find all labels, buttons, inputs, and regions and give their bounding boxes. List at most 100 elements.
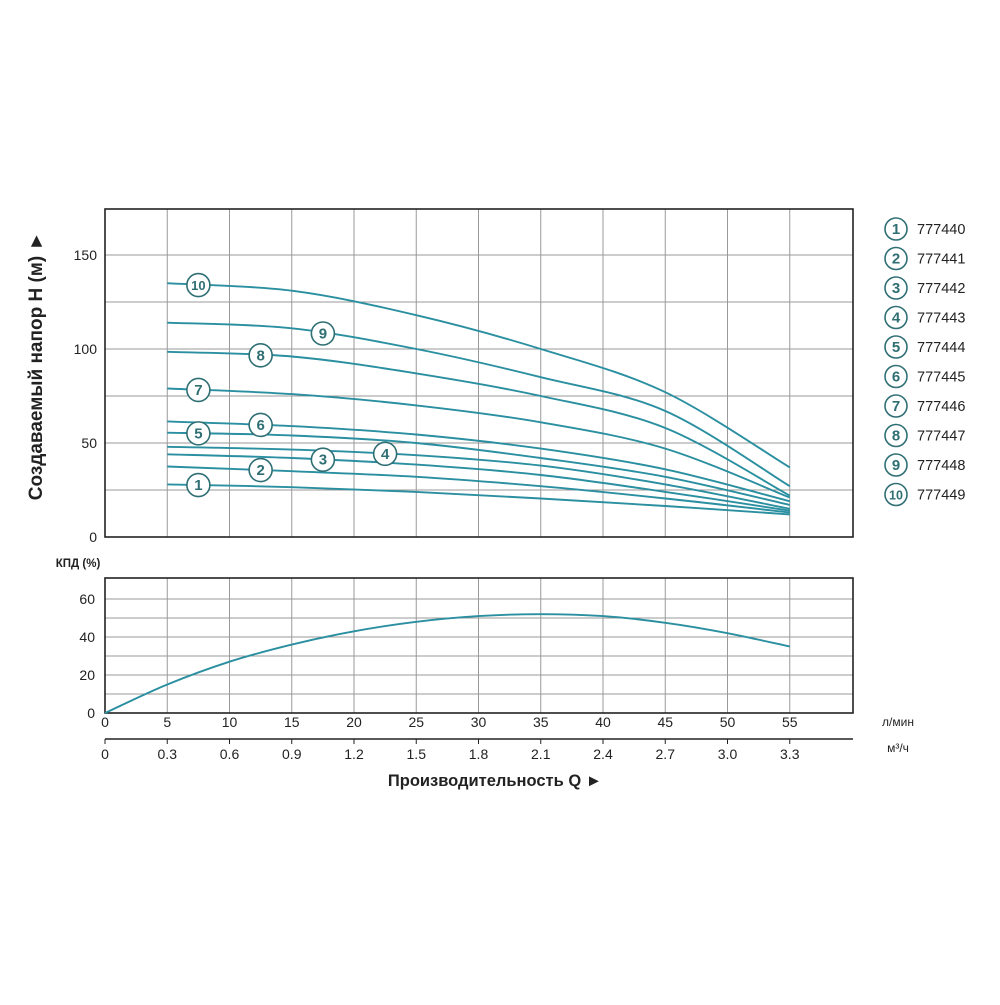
x-tick-label-m3h: 2.7 [656, 746, 676, 762]
legend-label: 777443 [917, 311, 965, 327]
x-tick-label-lpm: 25 [408, 714, 424, 730]
legend-label: 777447 [917, 429, 965, 445]
curve-marker-circle [310, 321, 336, 346]
x-tick-label-lpm: 30 [471, 714, 487, 730]
head-y-tick-label: 100 [74, 341, 98, 357]
legend-item-10: 10 777449 [884, 482, 965, 507]
x-axis-title: Производительность Q ► [388, 772, 602, 790]
head-y-tick-label: 50 [81, 435, 97, 451]
m3h-unit-label: м³/ч [887, 741, 909, 755]
legend-marker-number: 10 [889, 489, 903, 503]
legend-marker-circle [884, 246, 908, 271]
curve-marker-circle [186, 272, 211, 298]
curve-marker-6: 6 [248, 412, 273, 438]
legend-label: 777445 [917, 370, 965, 386]
efficiency-y-tick-label: 0 [87, 705, 95, 721]
efficiency-axis-title: КПД (%) [56, 558, 101, 570]
head-curve-1 [167, 483, 790, 516]
legend-marker-circle [884, 394, 908, 418]
legend-marker-number: 4 [892, 310, 901, 327]
x-tick-label-m3h: 0 [101, 746, 109, 762]
legend-marker-number: 8 [892, 428, 900, 445]
efficiency-grid [104, 577, 854, 714]
x-tick-label-m3h: 2.4 [593, 746, 613, 762]
curve-marker-2: 2 [248, 457, 273, 483]
curve-marker-number: 1 [194, 477, 202, 494]
legend: 1 777440 2 777441 3 777442 4 777443 5 777444 6 7774… [884, 217, 965, 507]
legend-marker-number: 2 [892, 251, 900, 268]
legend-marker-circle [884, 364, 908, 389]
curve-marker-9: 9 [310, 321, 336, 346]
x-tick-label-lpm: 40 [595, 714, 611, 730]
x-tick-label-lpm: 10 [222, 714, 238, 730]
legend-marker-circle [884, 482, 908, 507]
x-tick-label-m3h: 1.2 [344, 746, 364, 762]
curve-marker-1: 1 [186, 472, 211, 498]
head-curve-4 [167, 445, 790, 510]
legend-label: 777448 [917, 458, 965, 474]
curve-marker-number: 9 [319, 325, 327, 342]
x-tick-label-m3h: 0.9 [282, 746, 302, 762]
x-tick-label-m3h: 3.3 [780, 746, 800, 762]
head-curve-8 [167, 350, 791, 497]
curve-markers: 1 2 3 4 5 6 7 8 9 10 [186, 272, 398, 498]
head-curve-6 [167, 420, 791, 503]
efficiency-curve-group [104, 613, 790, 714]
x-tick-label-lpm: 15 [284, 714, 300, 730]
head-curve-10 [167, 282, 791, 469]
legend-label: 777446 [917, 399, 965, 415]
legend-item-3: 3 777442 [884, 276, 965, 300]
head-y-tick-label: 0 [89, 529, 97, 545]
head-axis-title: Создаваемый напор H (м) ► [26, 232, 47, 501]
legend-marker-number: 6 [892, 369, 900, 386]
legend-marker-number: 1 [892, 221, 900, 238]
legend-item-7: 7 777446 [884, 394, 965, 418]
head-curve-5 [167, 431, 791, 506]
curve-marker-number: 3 [319, 452, 327, 469]
lpm-unit-label: л/мин [882, 715, 914, 729]
legend-marker-number: 9 [892, 457, 900, 474]
x-tick-label-lpm: 50 [720, 714, 736, 730]
curve-marker-circle [248, 412, 273, 438]
head-y-tick-label: 150 [74, 247, 98, 263]
curve-marker-circle [186, 377, 211, 403]
efficiency-y-tick-label: 20 [79, 667, 95, 683]
legend-marker-circle [884, 217, 908, 241]
curve-marker-circle [186, 421, 211, 446]
x-tick-label-m3h: 0.3 [158, 746, 178, 762]
legend-marker-number: 3 [892, 280, 900, 297]
curve-marker-circle [248, 343, 273, 368]
efficiency-y-tick-label: 60 [79, 591, 95, 607]
legend-marker-number: 5 [892, 339, 900, 356]
legend-item-6: 6 777445 [884, 364, 965, 389]
curve-marker-circle [186, 472, 211, 498]
legend-item-1: 1 777440 [884, 217, 965, 241]
legend-item-8: 8 777447 [884, 423, 965, 448]
curve-marker-circle [372, 441, 398, 467]
legend-label: 777444 [917, 340, 965, 356]
curve-marker-circle [310, 447, 336, 472]
x-tick-label-m3h: 2.1 [531, 746, 551, 762]
efficiency-y-tick-label: 40 [79, 629, 95, 645]
curve-marker-number: 4 [381, 446, 390, 463]
x-tick-label-lpm: 20 [346, 714, 362, 730]
curve-marker-number: 10 [191, 278, 205, 293]
legend-label: 777442 [917, 281, 965, 297]
legend-label: 777449 [917, 488, 965, 504]
curve-marker-number: 7 [194, 382, 202, 399]
curve-marker-8: 8 [248, 343, 273, 368]
curve-marker-10: 10 [186, 272, 211, 298]
head-grid [104, 208, 854, 538]
legend-item-4: 4 777443 [884, 305, 965, 330]
curve-marker-number: 5 [194, 425, 202, 442]
x-tick-label-m3h: 0.6 [220, 746, 240, 762]
x-tick-label-m3h: 3.0 [718, 746, 738, 762]
curve-marker-number: 8 [256, 347, 264, 364]
x-tick-label-lpm: 0 [101, 714, 109, 730]
legend-marker-circle [884, 276, 908, 300]
x-tick-label-m3h: 1.8 [469, 746, 489, 762]
curve-marker-circle [248, 457, 273, 483]
curve-marker-3: 3 [310, 447, 336, 472]
x-tick-label-lpm: 5 [163, 714, 171, 730]
